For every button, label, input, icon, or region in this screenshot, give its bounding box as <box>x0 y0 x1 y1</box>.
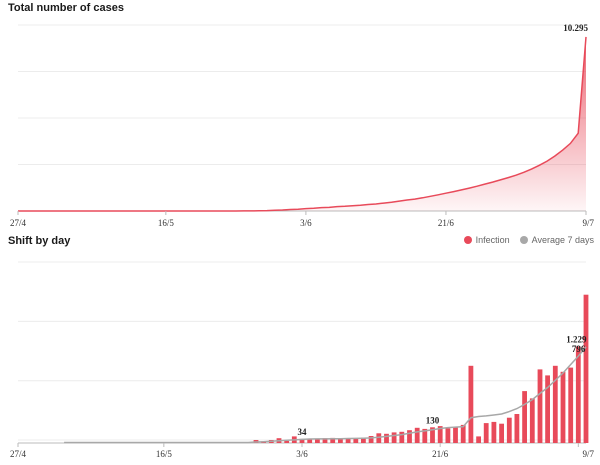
infection-bar <box>376 433 382 443</box>
legend: Infection Average 7 days <box>463 235 594 245</box>
infection-bar <box>483 423 489 443</box>
legend-item-average[interactable]: Average 7 days <box>519 235 594 245</box>
infection-bar <box>338 439 343 443</box>
infection-bar <box>514 414 520 443</box>
infection-bar <box>414 427 420 443</box>
data-label: 130 <box>426 415 440 425</box>
infection-bar <box>430 427 435 443</box>
x-tick-label: 16/5 <box>156 449 173 459</box>
infection-bar <box>476 436 481 443</box>
infection-bar <box>529 398 535 443</box>
x-tick-label: 27/4 <box>10 449 27 459</box>
infection-bar <box>537 369 543 443</box>
legend-item-infection[interactable]: Infection <box>463 235 510 245</box>
infection-bar <box>368 436 374 443</box>
infection-bar <box>422 428 428 443</box>
chart-title-total: Total number of cases <box>8 2 124 14</box>
x-tick-label: 9/7 <box>582 449 594 459</box>
x-tick-label: 3/6 <box>296 449 308 459</box>
data-label: 34 <box>298 427 308 437</box>
infection-bar <box>330 437 336 443</box>
infection-bar <box>499 423 504 443</box>
x-tick-label: 21/6 <box>438 218 455 228</box>
infection-bar <box>445 428 451 443</box>
infection-bar <box>453 427 458 443</box>
infection-bar <box>583 294 589 443</box>
legend-label-average: Average 7 days <box>531 235 594 245</box>
infection-bar <box>460 424 466 443</box>
infection-bar <box>437 426 443 443</box>
legend-label-infection: Infection <box>475 235 510 245</box>
infection-bar <box>575 346 581 443</box>
cumulative-line <box>18 36 587 212</box>
data-label: 1.229 <box>566 334 587 344</box>
x-tick-label: 16/5 <box>158 218 175 228</box>
infection-bar <box>568 367 574 443</box>
infection-bar <box>552 365 558 443</box>
infection-bar <box>560 371 566 443</box>
x-tick-label: 21/6 <box>432 449 449 459</box>
infection-bar <box>399 431 405 443</box>
infection-bar <box>361 437 366 443</box>
infection-bar <box>345 438 351 443</box>
chart-title-shift: Shift by day <box>8 235 71 247</box>
infection-bar <box>307 438 313 443</box>
infection-bar <box>491 421 497 443</box>
infection-bar <box>315 439 320 443</box>
average-line <box>64 346 587 444</box>
infection-bar <box>322 438 328 443</box>
infection-bar <box>407 430 412 443</box>
infection-bar <box>299 438 305 443</box>
cumulative-area <box>18 36 586 212</box>
average-dot-icon <box>519 236 528 244</box>
infection-bar <box>284 440 290 443</box>
infection-bar <box>522 391 527 443</box>
infection-bar <box>468 365 474 443</box>
x-tick-label: 9/7 <box>582 218 594 228</box>
infection-dot-icon <box>463 236 472 244</box>
infection-bar <box>545 375 550 443</box>
infection-bar <box>384 433 389 443</box>
infection-bar <box>506 417 512 443</box>
data-label: 796 <box>572 344 586 354</box>
x-tick-label: 27/4 <box>10 218 27 228</box>
infection-bar <box>391 432 397 443</box>
infection-bar <box>353 438 359 443</box>
data-label: 10.295 <box>563 23 588 33</box>
x-tick-label: 3/6 <box>300 218 312 228</box>
